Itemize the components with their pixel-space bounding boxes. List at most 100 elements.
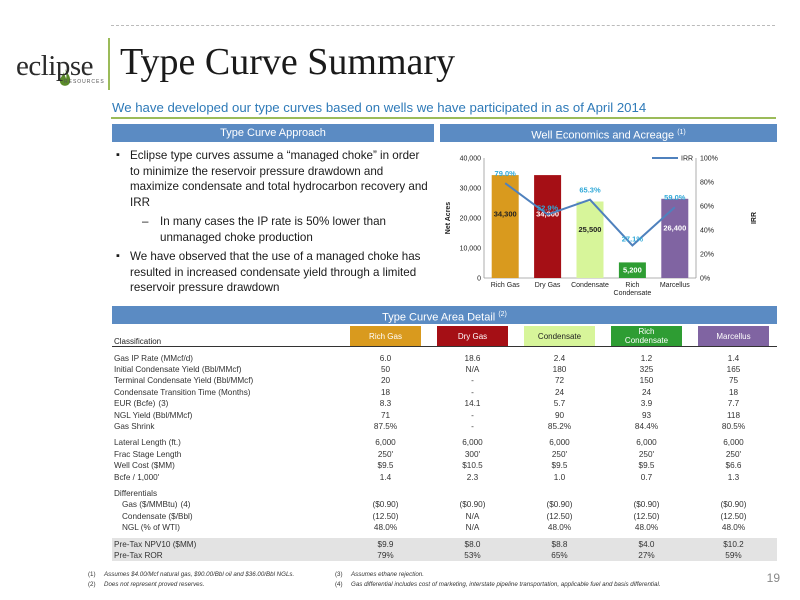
x-tick-label: Rich Gas xyxy=(491,282,520,289)
irr-data-label: 27.1% xyxy=(622,234,644,243)
table-cell: 3.9 xyxy=(640,399,653,409)
row-label-text: Bcfe / 1,000' xyxy=(114,472,160,482)
table-cell: ($0.90) xyxy=(459,500,486,510)
table-cell: 165 xyxy=(726,365,741,375)
table-row: Terminal Condensate Yield (Bbl/MMcf) 20 - 7… xyxy=(112,375,777,386)
table-cell: 2.3 xyxy=(466,472,479,482)
type-curve-detail-table: Classification Rich Gas Dry Gas Condensate R… xyxy=(112,326,777,562)
table-row: Well Cost ($MM) $9.5 $10.5 $9.5 $9.5 $6.6 xyxy=(112,460,777,471)
table-cell: 65% xyxy=(516,549,603,562)
y2-tick-label: 0% xyxy=(700,276,710,283)
column-header-box: Dry Gas xyxy=(437,326,508,346)
footnote-3: (3) Assumes ethane rejection. xyxy=(335,571,424,578)
table-cell: 87.5% xyxy=(373,422,398,432)
logo-subtext: RESOURCES xyxy=(64,79,105,85)
row-label-text: NGL (% of WTI) xyxy=(122,523,180,533)
table-cell: 18 xyxy=(728,387,739,397)
row-label: Lateral Length (ft.) xyxy=(112,437,342,448)
table-cell: 180 xyxy=(552,365,567,375)
irr-line xyxy=(504,182,676,247)
table-cell: - xyxy=(471,422,474,432)
table-cell: 6,000 xyxy=(636,438,657,448)
table-cell: 250' xyxy=(551,449,568,459)
well-economics-chart: 0 10,000 20,000 30,000 40,000 0% 20% 40% 60% 80% 1… xyxy=(445,156,758,298)
subtitle-underline xyxy=(111,117,776,119)
y-tick-label: 10,000 xyxy=(460,246,482,253)
table-cell: 250' xyxy=(638,449,655,459)
table-cell: 250' xyxy=(377,449,394,459)
row-label-text: Condensate ($/Bbl) xyxy=(122,511,193,521)
table-cell: 325 xyxy=(639,365,654,375)
footnote-1: (1) Assumes $4.00/Mcf natural gas, $90.00… xyxy=(88,571,295,578)
y2-tick-label: 100% xyxy=(700,156,718,163)
y-tick-label: 40,000 xyxy=(460,156,482,163)
table-cell: 24 xyxy=(554,387,565,397)
section-header-economics: Well Economics and Acreage (1) xyxy=(440,124,777,142)
y2-tick-label: 80% xyxy=(700,180,714,187)
bar-data-label: 26,400 xyxy=(663,223,686,232)
table-cell: - xyxy=(471,410,474,420)
row-label: Well Cost ($MM) xyxy=(112,460,342,471)
table-cell: 59% xyxy=(690,549,777,562)
column-header-box: Rich Gas xyxy=(350,326,421,346)
table-row: Lateral Length (ft.) 6,000 6,000 6,000 6,000… xyxy=(112,437,777,448)
table-cell: 6,000 xyxy=(723,438,744,448)
table-row: Condensate Transition Time (Months) 18 - 24… xyxy=(112,387,777,398)
table-row: EUR (Bcfe) (3) 8.3 14.1 5.7 3.9 7.7 xyxy=(112,398,777,409)
table-row: Initial Condensate Yield (Bbl/MMcf) 50 N/A… xyxy=(112,364,777,375)
table-cell: (12.50) xyxy=(720,511,747,521)
bar xyxy=(618,262,646,278)
row-label: EUR (Bcfe) (3) xyxy=(112,398,342,409)
table-cell: 18.6 xyxy=(464,353,481,363)
table-cell: 6,000 xyxy=(549,438,570,448)
row-label-note: (4) xyxy=(180,500,191,510)
table-cell: N/A xyxy=(465,523,480,533)
table-row: Gas ($/MMBtu) (4) ($0.90) ($0.90) ($0.90) ($0… xyxy=(112,499,777,510)
row-label-text: Lateral Length (ft.) xyxy=(114,438,181,448)
page-subtitle: We have developed our type curves based … xyxy=(112,100,647,115)
table-cell: $6.6 xyxy=(725,461,742,471)
table-cell: ($0.90) xyxy=(372,500,399,510)
column-header: Condensate xyxy=(516,326,603,347)
row-label-text: Gas Shrink xyxy=(114,422,155,432)
x-tick-label: Marcellus xyxy=(660,282,690,289)
table-cell: 48.0% xyxy=(373,523,398,533)
table-cell: 48.0% xyxy=(547,523,572,533)
column-header-label: Rich xyxy=(638,327,655,336)
table-cell: ($0.90) xyxy=(633,500,660,510)
column-header: Rich Gas xyxy=(342,326,429,347)
table-cell: - xyxy=(471,387,474,397)
table-row: Condensate ($/Bbl) (12.50) N/A (12.50) (12.5… xyxy=(112,511,777,522)
table-cell: 71 xyxy=(380,410,391,420)
row-label-text: Frac Stage Length xyxy=(114,449,182,459)
page-number: 19 xyxy=(766,571,780,585)
bar-data-label: 34,300 xyxy=(494,209,517,218)
column-header-label: Condensate xyxy=(537,331,582,341)
sub-bullet-item: In many cases the IP rate is 50% lower t… xyxy=(112,214,432,245)
table-cell: 300' xyxy=(464,449,481,459)
table-cell: $8.0 xyxy=(429,538,516,550)
table-cell: N/A xyxy=(465,365,480,375)
table-cell: 6,000 xyxy=(375,438,396,448)
row-label-text: EUR (Bcfe) xyxy=(114,399,156,409)
bar xyxy=(491,175,519,278)
row-label: Pre-Tax NPV10 ($MM) xyxy=(112,538,342,550)
table-cell: $10.5 xyxy=(462,461,483,471)
section-header-economics-note: (1) xyxy=(677,129,686,136)
header-underline xyxy=(112,346,777,353)
table-cell: 1.0 xyxy=(553,472,566,482)
table-cell: ($0.90) xyxy=(546,500,573,510)
logo-text: eclipse xyxy=(16,50,94,82)
table-cell xyxy=(690,488,777,499)
classification-header: Classification xyxy=(114,337,162,346)
row-label: Initial Condensate Yield (Bbl/MMcf) xyxy=(112,364,342,375)
column-header-box: Condensate xyxy=(524,326,595,346)
table-row: Differentials xyxy=(112,488,777,499)
table-cell xyxy=(603,488,690,499)
table-row: NGL (% of WTI) 48.0% N/A 48.0% 48.0% 48.0% xyxy=(112,522,777,533)
y-tick-label: 30,000 xyxy=(460,186,482,193)
column-header-box: Rich Condensate xyxy=(611,326,682,346)
table-cell: $9.5 xyxy=(551,461,568,471)
row-label: Frac Stage Length xyxy=(112,449,342,460)
table-cell: (12.50) xyxy=(633,511,660,521)
